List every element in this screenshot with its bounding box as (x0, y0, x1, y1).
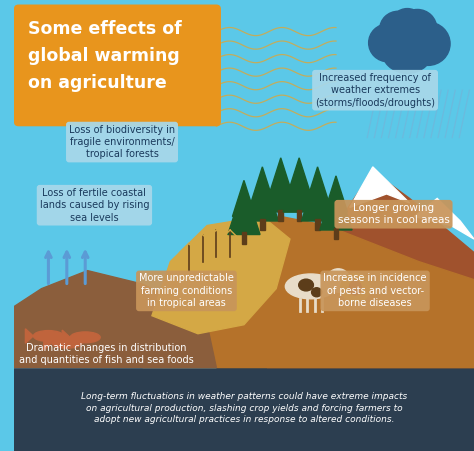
Ellipse shape (349, 281, 361, 295)
Polygon shape (62, 330, 70, 345)
Circle shape (391, 9, 424, 41)
Ellipse shape (34, 331, 64, 341)
Polygon shape (288, 158, 310, 194)
Bar (297, 210, 301, 221)
Bar (334, 228, 338, 239)
Ellipse shape (299, 279, 313, 291)
Bar (278, 210, 283, 221)
Circle shape (341, 273, 370, 302)
Polygon shape (264, 162, 297, 212)
Text: Some effects of: Some effects of (27, 20, 182, 38)
Polygon shape (325, 176, 347, 212)
Polygon shape (414, 198, 474, 239)
Ellipse shape (52, 337, 82, 348)
Polygon shape (283, 162, 315, 212)
Circle shape (380, 11, 417, 47)
Polygon shape (232, 180, 255, 216)
Circle shape (381, 21, 434, 74)
Bar (260, 219, 264, 230)
Polygon shape (246, 171, 278, 221)
Polygon shape (44, 336, 52, 350)
Text: Loss of biodiversity in
fragile environments/
tropical forests: Loss of biodiversity in fragile environm… (69, 124, 175, 160)
Text: Loss of fertile coastal
lands caused by rising
sea levels: Loss of fertile coastal lands caused by … (40, 188, 149, 223)
Text: Longer growing
seasons in cool areas: Longer growing seasons in cool areas (337, 203, 449, 226)
Text: global warming: global warming (27, 47, 180, 65)
FancyBboxPatch shape (14, 5, 221, 126)
Ellipse shape (311, 288, 322, 297)
Polygon shape (14, 271, 216, 368)
Circle shape (406, 22, 450, 65)
Polygon shape (269, 158, 292, 194)
Polygon shape (143, 216, 474, 368)
Circle shape (369, 24, 407, 62)
Polygon shape (14, 307, 216, 368)
Polygon shape (152, 216, 290, 334)
Ellipse shape (70, 332, 100, 343)
Circle shape (398, 9, 437, 47)
Text: More unpredictable
farming conditions
in tropical areas: More unpredictable farming conditions in… (139, 273, 234, 308)
Polygon shape (228, 185, 260, 235)
Text: Increased frequency of
weather extremes
(storms/floods/droughts): Increased frequency of weather extremes … (315, 73, 435, 108)
Polygon shape (320, 180, 352, 230)
Bar (315, 219, 320, 230)
Ellipse shape (285, 274, 336, 299)
Text: Increase in incidence
of pests and vector-
borne diseases: Increase in incidence of pests and vecto… (323, 273, 427, 308)
Polygon shape (350, 167, 410, 207)
Bar (242, 232, 246, 244)
Circle shape (326, 269, 350, 292)
Polygon shape (26, 329, 33, 343)
Text: on agriculture: on agriculture (27, 74, 166, 92)
Bar (14, 0, 474, 370)
Text: Dramatic changes in distribution
and quantities of fish and sea foods: Dramatic changes in distribution and qua… (18, 343, 193, 365)
Bar (14, 368, 474, 451)
Polygon shape (251, 167, 274, 203)
Polygon shape (301, 171, 334, 221)
Polygon shape (267, 171, 474, 368)
Text: Long-term fluctuations in weather patterns could have extreme impacts
on agricul: Long-term fluctuations in weather patter… (81, 392, 407, 424)
Polygon shape (306, 167, 329, 203)
